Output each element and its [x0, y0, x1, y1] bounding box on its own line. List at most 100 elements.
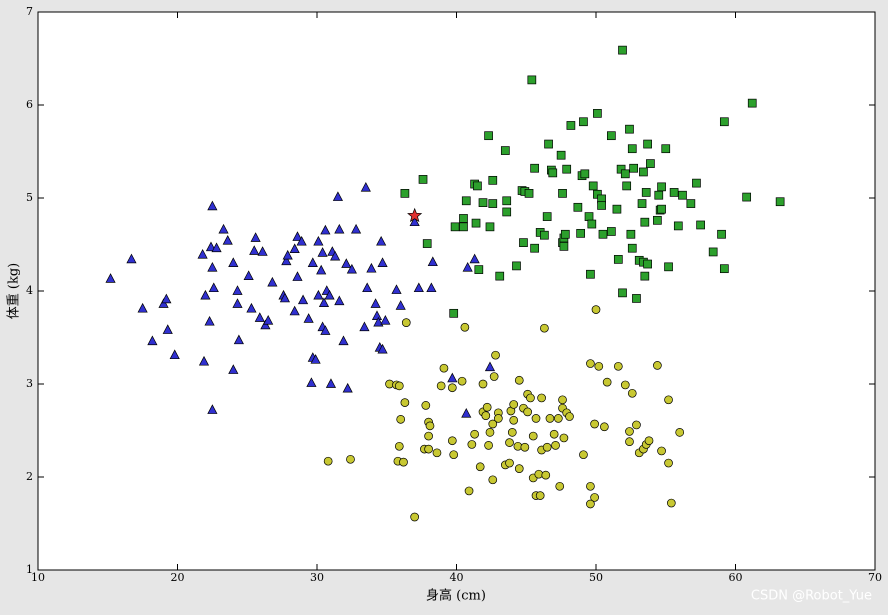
triangle-point — [306, 377, 317, 387]
triangle-point — [395, 300, 406, 310]
circle-point — [436, 381, 446, 391]
circle-point — [467, 440, 477, 449]
square-point — [484, 131, 493, 141]
circle-point — [489, 372, 499, 381]
circle-point — [542, 442, 552, 452]
square-point — [502, 196, 512, 206]
triangle-point — [462, 262, 473, 272]
triangle-point — [169, 349, 180, 360]
triangle-point — [380, 315, 391, 325]
triangle-point — [330, 250, 341, 261]
triangle-point — [126, 253, 137, 264]
triangle-point — [205, 241, 217, 252]
triangle-point — [292, 231, 303, 241]
square-point — [643, 259, 652, 269]
square-point — [637, 199, 647, 208]
square-point — [606, 131, 616, 141]
circle-point — [531, 414, 541, 423]
square-point — [556, 150, 566, 160]
square-point — [461, 196, 471, 206]
square-point — [719, 117, 729, 127]
circle-point — [447, 436, 457, 446]
circle-point — [424, 444, 433, 454]
x-tick-label: 10 — [31, 571, 45, 584]
triangle-point — [332, 191, 344, 201]
triangle-point — [207, 200, 218, 211]
circle-point — [653, 361, 662, 370]
circle-point — [666, 498, 676, 508]
triangle-point — [359, 321, 370, 332]
square-point — [588, 181, 598, 191]
circle-point — [396, 414, 406, 424]
square-point — [558, 189, 567, 198]
triangle-point — [469, 253, 480, 264]
triangle-point — [158, 298, 169, 308]
square-point — [580, 169, 590, 179]
triangle-point — [324, 289, 335, 300]
square-point — [524, 189, 534, 198]
square-point — [562, 164, 572, 174]
square-point — [618, 288, 627, 298]
x-tick-label: 70 — [868, 571, 882, 584]
circle-point — [559, 433, 569, 443]
square-point — [485, 222, 495, 232]
triangle-point — [228, 364, 239, 374]
circle-point — [488, 475, 498, 485]
square-point — [474, 265, 484, 274]
square-point — [639, 167, 648, 177]
triangle-point — [297, 294, 309, 305]
circle-point — [613, 361, 623, 371]
square-point — [449, 308, 459, 318]
circle-point — [401, 318, 411, 327]
circle-point — [485, 428, 495, 437]
square-point — [598, 229, 608, 239]
triangle-point — [316, 264, 327, 275]
square-point — [459, 214, 468, 223]
square-point — [450, 222, 460, 232]
circle-point — [551, 441, 560, 450]
square-point — [560, 229, 570, 239]
square-point — [584, 212, 594, 221]
circle-point — [323, 456, 333, 466]
x-tick-label: 60 — [729, 571, 743, 584]
circle-point — [625, 437, 634, 447]
square-point — [566, 121, 576, 130]
square-point — [664, 262, 673, 272]
triangle-point — [377, 257, 388, 267]
triangle-point — [232, 298, 243, 308]
circle-point — [555, 481, 565, 491]
circle-point — [594, 361, 604, 371]
square-point — [488, 175, 498, 185]
x-tick-label: 30 — [310, 571, 324, 584]
triangle-point — [279, 292, 290, 303]
circle-point — [394, 441, 404, 451]
circle-point — [553, 414, 563, 423]
y-tick-label: 5 — [26, 191, 33, 204]
triangle-point — [281, 255, 292, 266]
square-point — [657, 204, 666, 214]
y-tick-label: 1 — [26, 563, 33, 576]
circle-point — [475, 462, 485, 472]
circle-point — [545, 414, 555, 423]
circle-point — [432, 448, 442, 458]
square-point — [587, 219, 597, 229]
triangle-point — [243, 270, 254, 280]
square-point — [622, 181, 632, 191]
y-tick-label: 6 — [26, 98, 33, 111]
triangle-point — [250, 232, 261, 242]
square-point — [542, 212, 552, 221]
triangle-point — [310, 354, 321, 364]
circle-point — [523, 407, 532, 417]
triangle-point — [254, 312, 265, 322]
circle-point — [590, 493, 599, 502]
square-point — [696, 220, 705, 230]
circle-point — [664, 395, 673, 405]
square-point — [627, 144, 637, 154]
square-point — [471, 218, 481, 228]
triangle-point — [263, 315, 274, 325]
circle-point — [464, 486, 474, 496]
square-point — [576, 228, 586, 238]
square-point — [459, 222, 468, 232]
circle-point — [625, 427, 634, 436]
